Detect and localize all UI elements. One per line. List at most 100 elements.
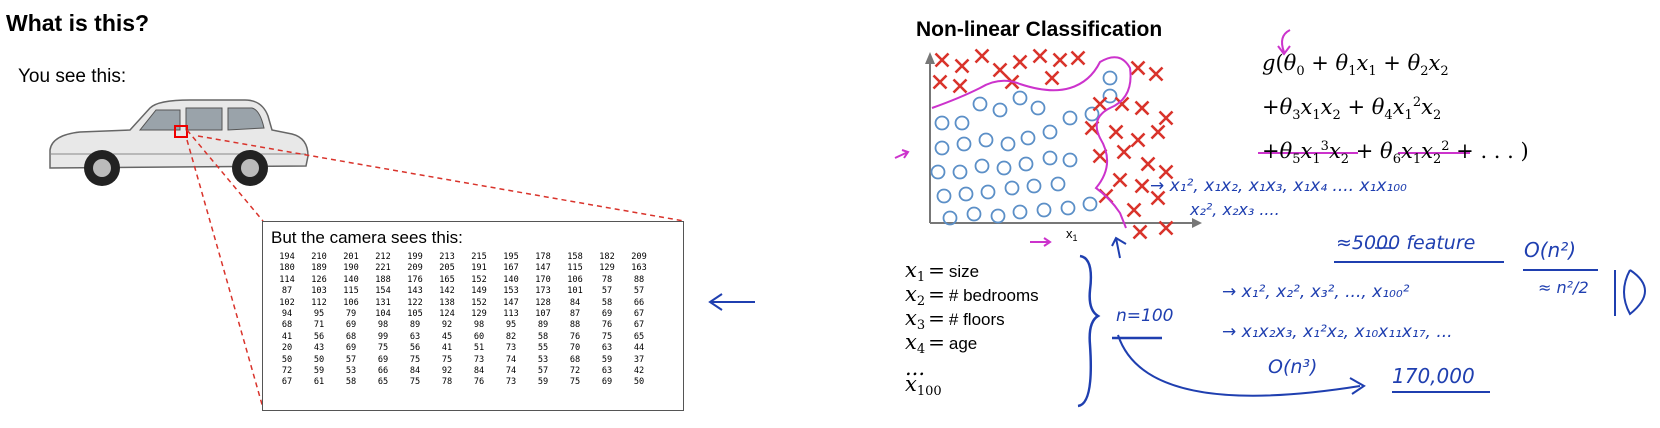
circle-marker [1030,100,1046,116]
pixel-value: 201 [343,252,359,262]
pixel-value: 59 [601,354,613,365]
car-image [49,99,309,186]
pixel-value: 68 [281,320,293,331]
pixel-value: 106 [343,297,359,308]
cross-marker [952,78,968,94]
pixel-value: 152 [471,274,487,285]
pixel-value: 210 [311,252,327,262]
pixel-value: 67 [633,309,645,320]
feature-var: x [905,330,917,354]
circle-marker [1020,130,1036,146]
pixel-row: 94 95 79 104 105 124 129 113 107 87 69 67 [271,309,655,320]
pixel-value: 56 [313,331,325,342]
pixel-row: 114 126 140 188 176 165 152 140 170 106 78 88 [271,275,655,286]
pixel-value: 75 [601,331,613,342]
circle-marker [1102,70,1118,86]
cross-marker [1134,100,1150,116]
pixel-value: 199 [407,252,423,262]
cross-marker [1148,66,1164,82]
pixel-value: 50 [633,377,645,388]
circle-marker [1004,180,1020,196]
cross-marker [1132,224,1148,240]
pixel-value: 74 [505,366,517,377]
pixel-value: 20 [281,343,293,354]
pixel-value: 42 [633,366,645,377]
feature-var: ... [905,356,926,380]
pixel-value: 176 [407,274,423,285]
pixel-value: 75 [569,377,581,388]
curved-arrow-icon [1117,334,1366,397]
pixel-value: 76 [473,377,485,388]
pixel-value: 72 [281,366,293,377]
circle-marker [1012,204,1028,220]
pixel-value: 124 [439,309,455,320]
feature-sub: 2 [916,294,926,309]
pixel-value: 50 [281,354,293,365]
pixel-value: 51 [473,343,485,354]
pixel-value: 60 [473,331,485,342]
pixel-value: 167 [503,263,519,274]
circle-marker [1036,202,1052,218]
pixel-row: 20 43 69 75 56 41 51 73 55 70 63 44 [271,343,655,354]
pixel-value: 115 [567,263,583,274]
pixel-value: 84 [409,366,421,377]
circle-marker [1062,110,1078,126]
circle-marker [974,158,990,174]
pixel-value: 67 [633,320,645,331]
pixel-value: 194 [279,252,295,262]
hypothesis-expression: g(θ0 + θ1x1 + θ2x2 +θ3x1x2 + θ4x12x2 +θ5… [1262,51,1529,168]
pixel-value: 66 [377,366,389,377]
circle-marker [952,164,968,180]
feature-item: x100 [905,372,942,399]
pixel-value: 59 [313,366,325,377]
feature-item: ... [905,356,925,380]
camera-view-panel: But the camera sees this: 194 210 201 212 19… [262,221,684,411]
pixel-value: 129 [599,263,615,274]
circle-marker [934,115,950,131]
pixel-value: 178 [535,252,551,262]
pixel-value: 68 [569,354,581,365]
pixel-value: 84 [569,297,581,308]
pixel-value: 98 [377,320,389,331]
pixel-row: 87 103 115 154 143 142 149 153 173 101 57 57 [271,286,655,297]
circle-marker [958,186,974,202]
cross-marker [1092,96,1108,112]
pixel-row: 41 56 68 99 63 45 60 82 58 76 75 65 [271,332,655,343]
hw-cubic-terms: → x₁x₂x₃, x₁²x₂, x₁₀x₁₁x₁₇, ... [1222,322,1453,342]
pixel-value: 76 [569,331,581,342]
feature-var: x [905,372,917,396]
circle-marker [978,132,994,148]
pixel-value: 87 [569,309,581,320]
slide-title: What is this? [6,10,150,36]
pixel-value: 112 [311,297,327,308]
pixel-value: 69 [601,377,613,388]
cross-marker [1158,220,1174,236]
pixel-value: 50 [313,354,325,365]
circle-marker [934,140,950,156]
pixel-value: 221 [375,263,391,274]
pixel-value: 72 [569,366,581,377]
pixel-value: 212 [375,252,391,262]
pixel-value: 158 [567,252,583,262]
pixel-value: 170 [535,274,551,285]
feature-label: age [948,334,978,353]
pixel-value: 106 [567,274,583,285]
pixel-value: 55 [537,343,549,354]
pixel-value: 131 [375,297,391,308]
circle-marker [1042,150,1058,166]
cross-marker [1052,52,1068,68]
you-see-caption: You see this: [18,66,127,87]
pixel-value: 99 [377,331,389,342]
pixel-value: 41 [441,343,453,354]
circle-marker [1042,124,1058,140]
circle-marker [936,188,952,204]
cross-marker [1116,144,1132,160]
pixel-value: 75 [409,377,421,388]
pixel-value: 53 [345,366,357,377]
pixel-value: 67 [281,377,293,388]
cross-marker [1134,178,1150,194]
hw-big-o-n3: O(n³) [1268,356,1318,378]
pixel-value: 68 [345,331,357,342]
cross-marker [1150,124,1166,140]
circle-marker [1000,136,1016,152]
